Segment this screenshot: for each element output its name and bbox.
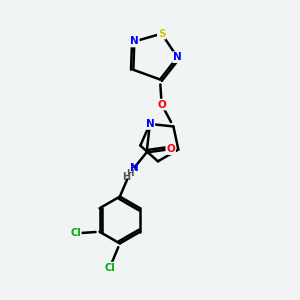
Text: O: O <box>166 144 175 154</box>
Text: Cl: Cl <box>70 228 81 239</box>
Text: N: N <box>146 119 154 129</box>
Text: Cl: Cl <box>104 262 115 272</box>
Text: S: S <box>158 29 165 39</box>
Text: N: N <box>130 37 139 46</box>
Text: N: N <box>130 163 138 173</box>
Text: H: H <box>122 172 130 182</box>
Text: N: N <box>173 52 182 62</box>
Text: H: H <box>126 169 134 178</box>
Text: O: O <box>157 100 166 110</box>
